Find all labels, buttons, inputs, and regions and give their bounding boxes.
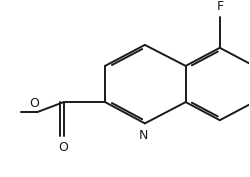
Text: O: O <box>59 141 69 154</box>
Text: N: N <box>139 129 148 142</box>
Text: F: F <box>216 1 224 13</box>
Text: O: O <box>30 97 40 110</box>
